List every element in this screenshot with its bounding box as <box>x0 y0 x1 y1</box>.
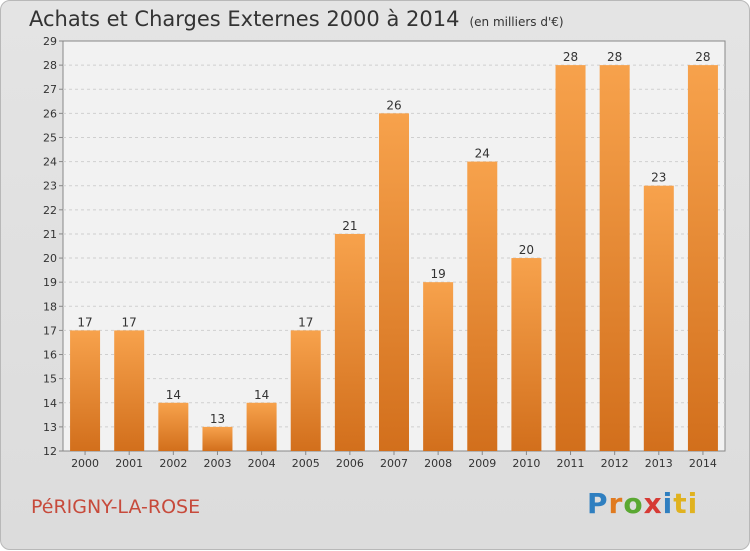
bar-value-label: 14 <box>254 388 269 402</box>
x-tick-label: 2001 <box>115 457 143 470</box>
bar-value-label: 23 <box>651 171 666 185</box>
bar-value-label: 14 <box>166 388 181 402</box>
x-tick-label: 2011 <box>557 457 585 470</box>
bar <box>334 233 365 451</box>
x-tick-label: 2010 <box>512 457 540 470</box>
bar-value-label: 24 <box>475 147 490 161</box>
y-tick-label: 26 <box>43 107 57 120</box>
bar <box>511 258 542 451</box>
x-tick-label: 2002 <box>159 457 187 470</box>
bar-value-label: 28 <box>563 50 578 64</box>
bar-value-label: 28 <box>695 50 710 64</box>
bar-value-label: 17 <box>77 315 92 329</box>
x-tick-label: 2003 <box>203 457 231 470</box>
bar <box>246 402 277 451</box>
bar <box>202 426 233 451</box>
bar-value-label: 20 <box>519 243 534 257</box>
proxiti-logo: Proxiti <box>587 487 699 520</box>
bar-value-label: 17 <box>298 315 313 329</box>
bar <box>158 402 189 451</box>
bar <box>290 330 321 451</box>
x-tick-label: 2000 <box>71 457 99 470</box>
x-tick-label: 2009 <box>468 457 496 470</box>
x-tick-label: 2006 <box>336 457 364 470</box>
y-tick-label: 27 <box>43 83 57 96</box>
bar-value-label: 13 <box>210 412 225 426</box>
bar <box>555 65 586 451</box>
x-tick-label: 2005 <box>292 457 320 470</box>
subtitle-text: (en milliers d'€) <box>469 15 564 29</box>
y-tick-label: 22 <box>43 204 57 217</box>
y-tick-label: 18 <box>43 300 57 313</box>
bars: 17 17 14 13 14 17 21 26 19 24 20 28 28 23 28 <box>70 50 718 452</box>
y-tick-label: 25 <box>43 131 57 144</box>
y-tick-label: 19 <box>43 276 57 289</box>
x-axis: 2000 2001 2002 2003 2004 2005 2006 2007 2008 2009… <box>71 451 717 470</box>
x-tick-label: 2013 <box>645 457 673 470</box>
commune-name: PéRIGNY-LA-ROSE <box>31 496 201 518</box>
bar <box>467 161 498 451</box>
y-axis: 12 13 14 15 16 17 18 19 20 21 22 23 24 25 26 27 28 29 <box>43 35 63 458</box>
x-tick-label: 2004 <box>248 457 276 470</box>
y-tick-label: 17 <box>43 324 57 337</box>
bar-value-label: 19 <box>430 267 445 281</box>
bar <box>379 113 409 452</box>
bar <box>599 65 630 451</box>
chart-title: Achats et Charges Externes 2000 à 2014 (e… <box>29 7 564 31</box>
bar-value-label: 28 <box>607 50 622 64</box>
bar-value-label: 21 <box>342 219 357 233</box>
bar <box>423 282 454 451</box>
y-tick-label: 24 <box>43 156 57 169</box>
bar-value-label: 17 <box>122 315 137 329</box>
bar-value-label: 26 <box>386 98 401 112</box>
y-tick-label: 29 <box>43 35 57 48</box>
x-tick-label: 2008 <box>424 457 452 470</box>
y-tick-label: 12 <box>43 445 57 458</box>
bar <box>114 330 145 451</box>
title-text: Achats et Charges Externes 2000 à 2014 <box>29 7 460 31</box>
y-tick-label: 13 <box>43 421 57 434</box>
y-tick-label: 14 <box>43 397 57 410</box>
x-tick-label: 2007 <box>380 457 408 470</box>
bar <box>643 185 674 452</box>
y-tick-label: 28 <box>43 59 57 72</box>
y-tick-label: 21 <box>43 228 57 241</box>
y-tick-label: 20 <box>43 252 57 265</box>
x-tick-label: 2012 <box>601 457 629 470</box>
y-tick-label: 23 <box>43 180 57 193</box>
bar <box>70 330 101 451</box>
y-tick-label: 15 <box>43 373 57 386</box>
y-tick-label: 16 <box>43 349 57 362</box>
x-tick-label: 2014 <box>689 457 717 470</box>
bar <box>687 65 718 451</box>
